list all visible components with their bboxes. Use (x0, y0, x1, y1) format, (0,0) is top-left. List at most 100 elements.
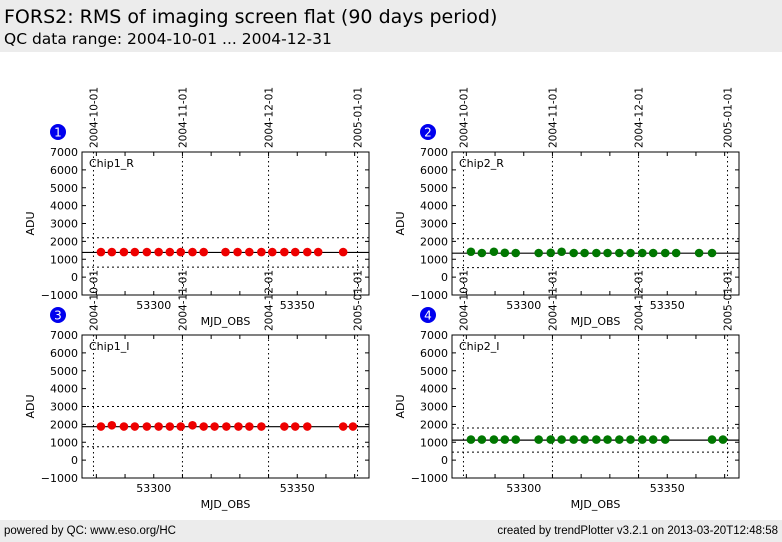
data-point[interactable] (130, 247, 140, 257)
data-point[interactable] (130, 422, 140, 431)
data-point[interactable] (489, 247, 499, 257)
data-point[interactable] (660, 248, 670, 258)
data-point[interactable] (569, 435, 578, 444)
data-point[interactable] (280, 422, 289, 431)
data-point[interactable] (338, 422, 348, 431)
y-tick-label: 2000 (420, 418, 448, 431)
data-point[interactable] (199, 422, 208, 431)
data-point[interactable] (660, 435, 670, 444)
data-point[interactable] (142, 247, 152, 257)
data-point[interactable] (154, 422, 163, 431)
data-point[interactable] (500, 248, 510, 258)
data-point[interactable] (280, 247, 289, 257)
date-tick-label: 2005-01-01 (723, 270, 735, 331)
y-tick-label: 7000 (420, 329, 448, 342)
date-tick-label: 2004-10-01 (88, 87, 100, 148)
y-tick-label: 4000 (420, 200, 448, 213)
data-point[interactable] (96, 247, 106, 257)
data-point[interactable] (302, 247, 312, 257)
data-point[interactable] (648, 248, 658, 258)
date-tick-label: 2004-11-01 (177, 270, 189, 331)
data-point[interactable] (165, 422, 175, 431)
x-axis-label: MJD_OBS (571, 315, 621, 328)
data-point[interactable] (477, 248, 487, 258)
data-point[interactable] (626, 248, 635, 258)
data-point[interactable] (222, 422, 231, 431)
data-point[interactable] (119, 422, 129, 431)
data-point[interactable] (534, 435, 543, 444)
panel-number-badge[interactable] (420, 307, 436, 323)
data-point[interactable] (557, 435, 566, 444)
data-point[interactable] (290, 422, 300, 431)
panel-number-badge[interactable] (50, 124, 66, 140)
data-point[interactable] (119, 247, 129, 257)
data-point[interactable] (718, 435, 728, 444)
powered-by-link[interactable]: powered by QC: www.eso.org/HC (4, 525, 176, 537)
data-point[interactable] (188, 420, 197, 430)
date-tick-label: 2005-01-01 (353, 270, 365, 331)
data-point[interactable] (569, 248, 578, 258)
data-point[interactable] (592, 435, 601, 444)
panel-number-label: 3 (54, 309, 62, 323)
data-point[interactable] (534, 248, 543, 258)
data-point[interactable] (302, 422, 312, 431)
data-point[interactable] (176, 422, 186, 431)
data-point[interactable] (96, 422, 106, 431)
x-axis-label: MJD_OBS (201, 498, 251, 511)
data-point[interactable] (245, 422, 254, 431)
data-point[interactable] (546, 435, 556, 444)
data-point[interactable] (107, 247, 117, 257)
data-point[interactable] (154, 247, 163, 257)
data-point[interactable] (221, 247, 230, 257)
y-tick-label: 7000 (420, 146, 448, 159)
data-point[interactable] (603, 248, 612, 258)
data-point[interactable] (234, 422, 243, 431)
data-point[interactable] (142, 422, 152, 431)
data-point[interactable] (603, 435, 612, 444)
data-point[interactable] (592, 248, 601, 258)
data-point[interactable] (257, 247, 266, 257)
data-point[interactable] (580, 435, 589, 444)
data-point[interactable] (694, 248, 704, 258)
data-point[interactable] (466, 247, 476, 257)
data-point[interactable] (557, 247, 566, 257)
date-tick-label: 2004-12-01 (264, 87, 276, 148)
data-point[interactable] (199, 247, 208, 257)
data-point[interactable] (188, 247, 197, 257)
data-point[interactable] (313, 247, 323, 257)
data-point[interactable] (626, 435, 635, 444)
data-point[interactable] (648, 435, 658, 444)
data-point[interactable] (615, 248, 624, 258)
data-point[interactable] (338, 247, 348, 257)
data-point[interactable] (245, 247, 254, 257)
data-point[interactable] (511, 435, 521, 444)
data-point[interactable] (707, 248, 717, 258)
data-point[interactable] (637, 435, 647, 444)
data-point[interactable] (107, 420, 117, 430)
data-point[interactable] (511, 248, 521, 258)
data-point[interactable] (466, 435, 476, 444)
data-point[interactable] (615, 435, 624, 444)
data-point[interactable] (348, 422, 358, 431)
data-point[interactable] (637, 248, 647, 258)
data-point[interactable] (489, 435, 499, 444)
data-point[interactable] (165, 247, 175, 257)
data-point[interactable] (671, 248, 681, 258)
data-point[interactable] (707, 435, 717, 444)
data-point[interactable] (267, 247, 277, 257)
data-point[interactable] (500, 435, 510, 444)
data-point[interactable] (176, 247, 186, 257)
panel-number-badge[interactable] (420, 124, 436, 140)
data-point[interactable] (210, 422, 219, 431)
date-tick-label: 2004-10-01 (458, 87, 470, 148)
data-point[interactable] (477, 435, 487, 444)
data-point[interactable] (580, 248, 589, 258)
data-point[interactable] (290, 247, 300, 257)
data-point[interactable] (233, 247, 242, 257)
y-tick-label: 1000 (50, 436, 78, 449)
panel-number-badge[interactable] (50, 307, 66, 323)
data-point[interactable] (257, 422, 266, 431)
x-axis-label: MJD_OBS (571, 498, 621, 511)
data-point[interactable] (546, 248, 556, 258)
chart-panel-3: 2004-10-01 2004-11-01 2004-12-01 2005-01-01… (24, 270, 370, 511)
